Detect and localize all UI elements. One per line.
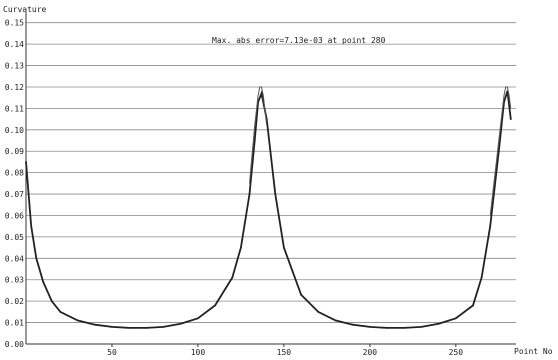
y-tick-label: 0.11	[5, 104, 24, 113]
data-point	[437, 322, 440, 325]
data-point	[248, 193, 251, 196]
data-point	[76, 319, 79, 322]
x-tick-label: 50	[107, 348, 117, 357]
y-tick-label: 0.15	[5, 19, 24, 28]
data-point	[369, 326, 371, 328]
data-point	[497, 150, 500, 153]
y-tick-label: 0.12	[5, 83, 24, 92]
x-axis-label: Point No	[514, 347, 553, 356]
data-point	[111, 326, 113, 328]
y-tick-label: 0.14	[5, 40, 24, 49]
grid-layer	[26, 22, 516, 345]
axis-layer	[25, 12, 516, 347]
data-point	[420, 326, 423, 328]
y-tick-label: 0.09	[5, 147, 24, 156]
data-point	[283, 246, 285, 249]
data-point	[214, 304, 217, 307]
y-tick-label: 0.07	[5, 190, 24, 199]
data-point	[197, 317, 199, 320]
data-point	[35, 257, 38, 260]
x-tick-label: 200	[363, 348, 378, 357]
data-point	[93, 323, 96, 326]
y-tick-label: 0.06	[5, 211, 24, 220]
data-point	[509, 118, 512, 120]
data-point	[489, 225, 492, 228]
data-point	[472, 304, 474, 307]
x-tick-label: 100	[191, 348, 206, 357]
y-tick-label: 0.02	[5, 297, 24, 306]
data-point	[351, 323, 354, 326]
data-point	[317, 311, 320, 313]
data-point	[50, 300, 53, 303]
data-point	[274, 193, 277, 196]
x-tick-label: 150	[277, 348, 292, 357]
data-point	[253, 139, 256, 142]
data-point	[454, 317, 457, 320]
data-point	[403, 327, 406, 329]
data-point	[179, 322, 182, 325]
data-point	[42, 281, 45, 283]
y-tick-label: 0.00	[5, 340, 24, 349]
error-annotation: Max. abs error=7.13e-03 at point 280	[212, 36, 386, 45]
data-point	[240, 246, 242, 249]
y-tick-label: 0.01	[5, 319, 24, 328]
y-tick-label: 0.04	[5, 254, 24, 263]
y-tick-label: 0.10	[5, 126, 24, 135]
y-tick-label: 0.13	[5, 62, 24, 71]
data-point	[145, 327, 148, 329]
series-line-reference	[249, 86, 268, 184]
x-tick-label: 250	[449, 348, 464, 357]
data-point	[128, 327, 131, 329]
series-line-main	[25, 90, 512, 329]
data-point	[386, 327, 388, 329]
series-line-reference	[489, 86, 512, 216]
data-point	[480, 276, 483, 279]
y-tick-label: 0.05	[5, 233, 24, 242]
data-point	[260, 92, 263, 95]
data-point	[30, 225, 33, 228]
data-point	[231, 276, 234, 279]
data-point	[25, 161, 27, 163]
y-tick-label: 0.03	[5, 276, 24, 285]
data-point	[300, 293, 302, 296]
data-point	[162, 326, 165, 328]
tick-labels: 0.00 0.01 0.02 0.03 0.04 0.05 0.06 0.07 0.08 0.09…	[5, 19, 463, 357]
y-tick-label: 0.08	[5, 169, 24, 178]
data-point	[334, 319, 337, 322]
series-layer	[25, 86, 512, 329]
y-axis-label: Curvature	[3, 5, 47, 14]
data-point	[59, 311, 62, 313]
